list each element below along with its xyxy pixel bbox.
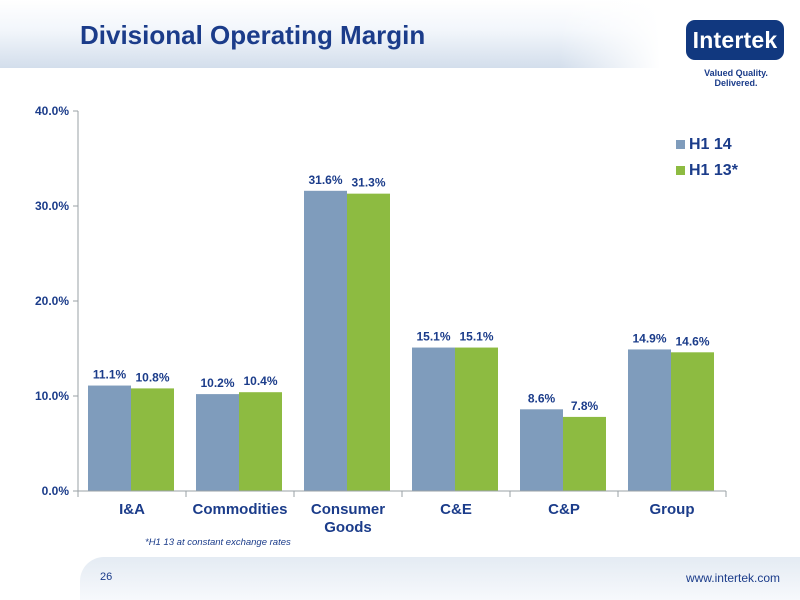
y-tick-label: 20.0% <box>35 294 69 308</box>
bar <box>628 349 671 491</box>
y-tick-label: 10.0% <box>35 389 69 403</box>
data-label: 10.2% <box>200 376 234 390</box>
y-tick-label: 0.0% <box>42 484 70 498</box>
website-link[interactable]: www.intertek.com <box>685 571 780 585</box>
category-label: Commodities <box>192 501 287 518</box>
y-tick-label: 40.0% <box>35 104 69 118</box>
page-number: 26 <box>100 571 113 583</box>
y-tick-label: 30.0% <box>35 199 69 213</box>
header-fade <box>560 0 660 68</box>
data-label: 31.6% <box>308 173 342 187</box>
data-label: 15.1% <box>416 330 450 344</box>
category-label: Group <box>650 501 695 518</box>
data-label: 31.3% <box>351 176 385 190</box>
bar <box>239 392 282 491</box>
logo-tagline: Valued Quality. Delivered. <box>704 68 768 88</box>
data-label: 14.9% <box>632 331 666 345</box>
bar <box>455 347 498 491</box>
category-label: Consumer Goods <box>311 501 385 536</box>
legend-label: H1 14 <box>689 136 732 153</box>
bar <box>196 394 239 491</box>
bar <box>520 409 563 491</box>
intertek-logo: Intertek <box>686 20 784 60</box>
bar <box>131 388 174 491</box>
data-label: 10.8% <box>135 370 169 384</box>
category-label: I&A <box>119 501 145 518</box>
legend-swatch <box>676 140 685 149</box>
bar <box>412 347 455 491</box>
data-label: 10.4% <box>243 374 277 388</box>
category-label: C&E <box>440 501 472 518</box>
footnote: *H1 13 at constant exchange rates <box>145 537 291 548</box>
data-label: 8.6% <box>528 391 556 405</box>
header-band <box>0 0 660 68</box>
data-label: 7.8% <box>571 399 599 413</box>
data-label: 11.1% <box>93 368 127 382</box>
data-label: 15.1% <box>459 330 493 344</box>
bar <box>88 385 131 491</box>
footer-band <box>80 557 800 600</box>
bar <box>563 416 606 491</box>
data-label: 14.6% <box>675 334 709 348</box>
legend-label: H1 13* <box>689 162 739 179</box>
bar <box>304 190 347 492</box>
category-label: C&P <box>548 501 580 518</box>
slide-title: Divisional Operating Margin <box>80 20 426 50</box>
bar <box>347 193 390 491</box>
legend-swatch <box>676 166 685 175</box>
bar <box>671 352 714 491</box>
